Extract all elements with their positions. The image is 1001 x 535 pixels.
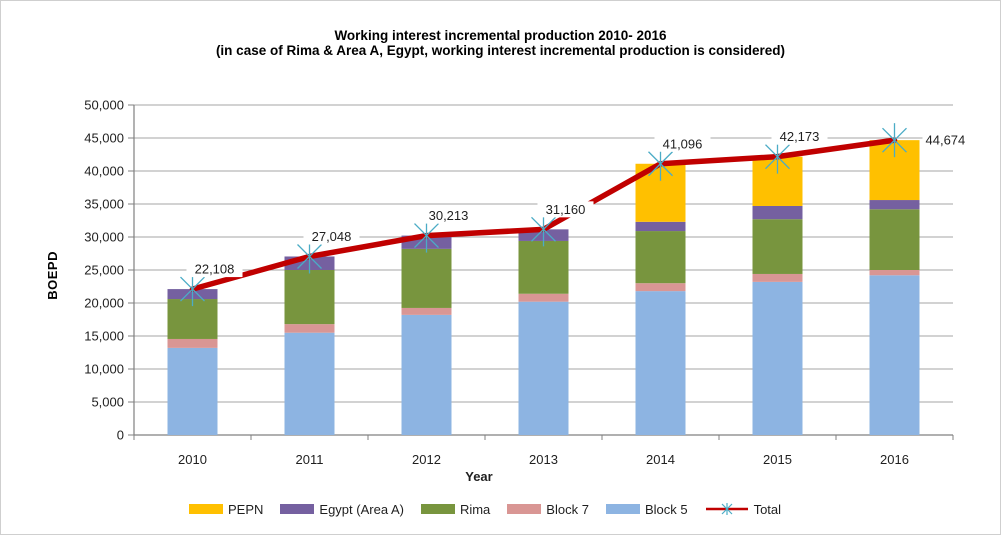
bar-segment [752,219,803,274]
bar-segment [284,324,335,333]
total-data-label: 27,048 [312,229,352,244]
legend-swatch-icon [605,504,640,514]
x-axis-title: Year [465,469,492,484]
bar-segment [518,240,569,294]
chart-legend: PEPN Egypt (Area A) Rima Block 7 Block 5 Tota… [189,497,781,521]
total-marker-icon [648,146,673,181]
y-tick-label: 50,000 [84,98,124,113]
bar-segment [869,270,920,276]
total-data-label: 41,096 [663,136,703,151]
bar-segment [167,347,218,435]
data-label-bg [186,261,243,278]
data-label-bg [771,128,828,145]
data-label-bg [303,228,360,245]
x-category-label: 2014 [646,452,675,467]
legend-item: Rima [420,501,491,517]
total-data-label: 31,160 [546,202,586,217]
y-tick-label: 10,000 [84,362,124,377]
legend-label: PEPN [228,501,264,517]
bar-segment [635,283,686,292]
legend-item: Total [705,502,781,517]
legend-swatch-icon [507,504,542,514]
bar-segment [401,314,452,435]
bar-segment [167,338,218,348]
bar-segment [752,205,803,220]
bar-segment [284,332,335,435]
data-label-bg [537,201,594,218]
x-category-label: 2015 [763,452,792,467]
legend-label: Block 7 [546,501,589,517]
y-tick-label: 0 [117,428,124,443]
x-category-label: 2011 [296,452,324,467]
total-marker-icon [531,212,556,247]
total-marker-icon [414,218,439,253]
bar-segment [869,275,920,435]
y-tick-label: 45,000 [84,131,124,146]
y-tick-label: 5,000 [91,395,124,410]
x-category-label: 2010 [178,452,207,467]
legend-item: PEPN [189,502,263,517]
bar-segment [284,270,335,325]
total-marker-icon [297,239,322,274]
y-tick-label: 35,000 [84,197,124,212]
chart-title-line2: (in case of Rima & Area A, Egypt, workin… [215,43,786,58]
legend-swatch-icon [189,504,223,514]
bar-segment [869,200,920,210]
legend-label: Rima [459,501,491,517]
bar-segment [518,301,569,435]
bar-segment [752,273,803,282]
total-marker-icon [882,123,907,158]
y-tick-label: 15,000 [84,329,124,344]
x-category-label: 2012 [412,452,441,467]
bar-segment [518,293,569,302]
bar-segment [752,281,803,435]
legend-line-marker-icon [705,503,748,515]
legend-item: Block 5 [605,501,688,517]
bar-segment [401,307,452,315]
legend-label: Total [753,501,782,517]
legend-item: Egypt (Area A) [280,502,404,517]
legend-item: Block 7 [507,502,589,517]
legend-swatch-icon [280,504,315,514]
bar-segment [869,209,920,270]
total-data-label: 30,213 [429,208,469,223]
total-data-label: 22,108 [195,262,235,277]
bar-segment [401,248,452,308]
legend-label: Egypt (Area A) [319,501,404,517]
legend-label: Block 5 [644,501,688,517]
data-label-bg [922,132,979,149]
x-category-label: 2013 [529,452,558,467]
total-marker-icon [765,139,790,174]
legend-swatch-icon [420,504,455,514]
data-label-bg [420,207,477,224]
data-label-bg [654,135,711,152]
total-data-label: 44,674 [926,133,966,148]
bar-segment [635,231,686,284]
total-data-label: 42,173 [780,129,820,144]
bar-segment [635,221,686,232]
y-tick-label: 30,000 [84,230,124,245]
chart-title-line1: Working interest incremental production … [334,28,667,43]
y-tick-label: 20,000 [84,296,124,311]
y-tick-label: 40,000 [84,164,124,179]
x-category-label: 2016 [880,452,909,467]
chart-title: Working interest incremental production … [1,28,1000,58]
bar-segment [635,291,686,435]
y-tick-label: 25,000 [84,263,124,278]
total-marker-icon [180,272,205,307]
